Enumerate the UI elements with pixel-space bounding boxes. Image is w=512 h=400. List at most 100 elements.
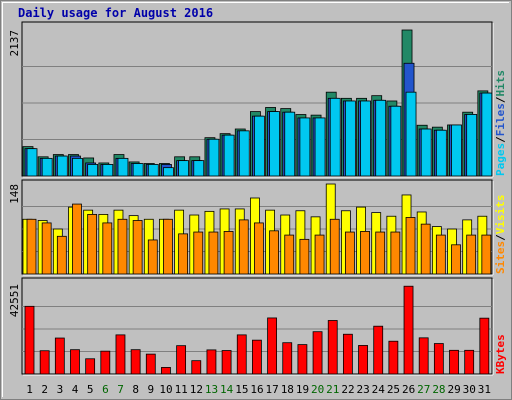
- x-tick-label-day-17: 17: [266, 383, 279, 396]
- bar-pages-day-16: [254, 115, 265, 177]
- legend-files: Files: [494, 103, 507, 136]
- bar-pages-day-17: [269, 111, 280, 177]
- bar-kbytes-day-9: [145, 353, 156, 375]
- bar-kbytes-day-13: [206, 349, 217, 375]
- chart-frame-bevel: [2, 2, 509, 397]
- x-tick-label-day-2: 2: [41, 383, 48, 396]
- bar-sites-day-24: [375, 231, 386, 275]
- x-tick-label-day-24: 24: [372, 383, 386, 396]
- bar-kbytes-day-19: [297, 344, 308, 375]
- bar-sites-day-1: [26, 218, 37, 275]
- bar-sites-day-27: [420, 223, 431, 275]
- bar-sites-day-5: [87, 214, 98, 275]
- bar-kbytes-day-18: [282, 342, 293, 375]
- bar-sites-day-11: [178, 233, 189, 275]
- bar-kbytes-day-20: [312, 331, 323, 375]
- bar-kbytes-day-10: [161, 367, 171, 375]
- max-label-visits-sites: 148: [8, 184, 21, 204]
- bar-kbytes-day-7: [115, 334, 126, 375]
- bar-pages-day-15: [238, 130, 250, 177]
- x-tick-label-day-16: 16: [250, 383, 263, 396]
- bar-kbytes-day-4: [70, 349, 80, 375]
- bar-pages-day-27: [420, 128, 432, 177]
- bar-kbytes-day-2: [39, 350, 50, 375]
- x-tick-label-day-25: 25: [387, 383, 400, 396]
- bar-pages-day-26: [405, 91, 417, 177]
- legend-separator: /: [494, 96, 507, 103]
- bar-sites-day-16: [254, 222, 264, 275]
- bar-pages-day-3: [56, 155, 68, 177]
- bar-pages-day-9: [147, 164, 159, 177]
- bar-sites-day-3: [56, 235, 67, 275]
- legend-hits: Hits: [494, 70, 507, 97]
- bar-kbytes-day-28: [433, 343, 444, 375]
- bar-kbytes-day-5: [85, 358, 96, 375]
- bar-pages-day-20: [314, 117, 326, 177]
- bar-sites-day-13: [208, 231, 219, 275]
- bar-pages-day-5: [87, 164, 99, 177]
- bar-sites-day-10: [163, 218, 173, 275]
- bar-sites-day-29: [451, 244, 461, 275]
- bar-kbytes-day-26: [403, 285, 414, 375]
- legend-pages: Pages: [494, 143, 507, 176]
- bar-sites-day-18: [284, 234, 295, 275]
- bar-sites-day-9: [147, 239, 158, 275]
- bar-kbytes-day-11: [176, 345, 187, 375]
- legend-sites: Sites: [494, 241, 507, 274]
- bar-kbytes-day-12: [191, 360, 202, 375]
- bar-pages-day-29: [451, 124, 462, 177]
- bar-kbytes-day-25: [388, 340, 399, 375]
- x-tick-label-day-9: 9: [148, 383, 155, 396]
- bar-sites-day-22: [344, 231, 355, 275]
- bar-pages-day-11: [178, 160, 190, 177]
- bar-pages-day-13: [208, 138, 220, 177]
- bar-kbytes-day-30: [464, 349, 475, 375]
- x-tick-label-day-12: 12: [190, 383, 203, 396]
- bar-sites-day-15: [238, 219, 249, 275]
- bar-sites-day-20: [314, 234, 325, 275]
- bar-sites-day-6: [102, 222, 113, 275]
- bar-sites-day-26: [405, 217, 416, 275]
- bar-kbytes-day-16: [252, 339, 262, 375]
- x-tick-label-day-30: 30: [463, 383, 476, 396]
- x-tick-label-day-19: 19: [296, 383, 309, 396]
- x-tick-label-day-4: 4: [72, 383, 79, 396]
- bar-kbytes-day-21: [327, 320, 338, 375]
- x-tick-label-day-3: 3: [57, 383, 64, 396]
- bar-kbytes-day-8: [130, 349, 141, 375]
- bar-sites-day-25: [390, 231, 401, 275]
- x-tick-label-day-18: 18: [281, 383, 294, 396]
- bar-sites-day-21: [329, 218, 340, 275]
- bar-pages-day-24: [375, 99, 387, 177]
- legend-visits-sites: Sites/Visits: [494, 195, 507, 275]
- bar-sites-day-17: [269, 230, 279, 275]
- bar-kbytes-day-15: [236, 334, 247, 375]
- bar-kbytes-day-17: [267, 317, 277, 375]
- bar-pages-day-4: [72, 157, 83, 177]
- legend-kbytes: KBytes: [494, 334, 507, 374]
- max-label-hits-files-pages: 2137: [8, 30, 21, 57]
- bar-pages-day-18: [284, 111, 296, 177]
- x-tick-label-day-21: 21: [326, 383, 339, 396]
- bar-sites-day-2: [41, 222, 52, 275]
- bar-sites-day-7: [117, 218, 128, 275]
- bar-pages-day-14: [223, 134, 235, 177]
- bar-pages-day-10: [163, 167, 174, 177]
- bar-sites-day-31: [481, 234, 492, 275]
- x-tick-label-day-13: 13: [205, 383, 218, 396]
- bar-kbytes-day-31: [479, 317, 490, 375]
- bar-pages-day-22: [344, 100, 356, 177]
- legend-hits-files-pages: Pages/Files/Hits: [494, 70, 507, 176]
- bar-pages-day-7: [117, 157, 129, 177]
- bar-sites-day-30: [466, 234, 477, 275]
- bar-pages-day-19: [299, 117, 311, 177]
- bar-sites-day-23: [360, 231, 370, 275]
- bar-kbytes-day-3: [54, 337, 65, 375]
- bar-kbytes-day-14: [221, 350, 232, 375]
- max-label-kbytes: 42551: [8, 284, 21, 317]
- x-tick-label-day-8: 8: [132, 383, 139, 396]
- x-tick-label-day-14: 14: [220, 383, 234, 396]
- bar-pages-day-2: [41, 157, 53, 177]
- bar-sites-day-8: [132, 220, 143, 275]
